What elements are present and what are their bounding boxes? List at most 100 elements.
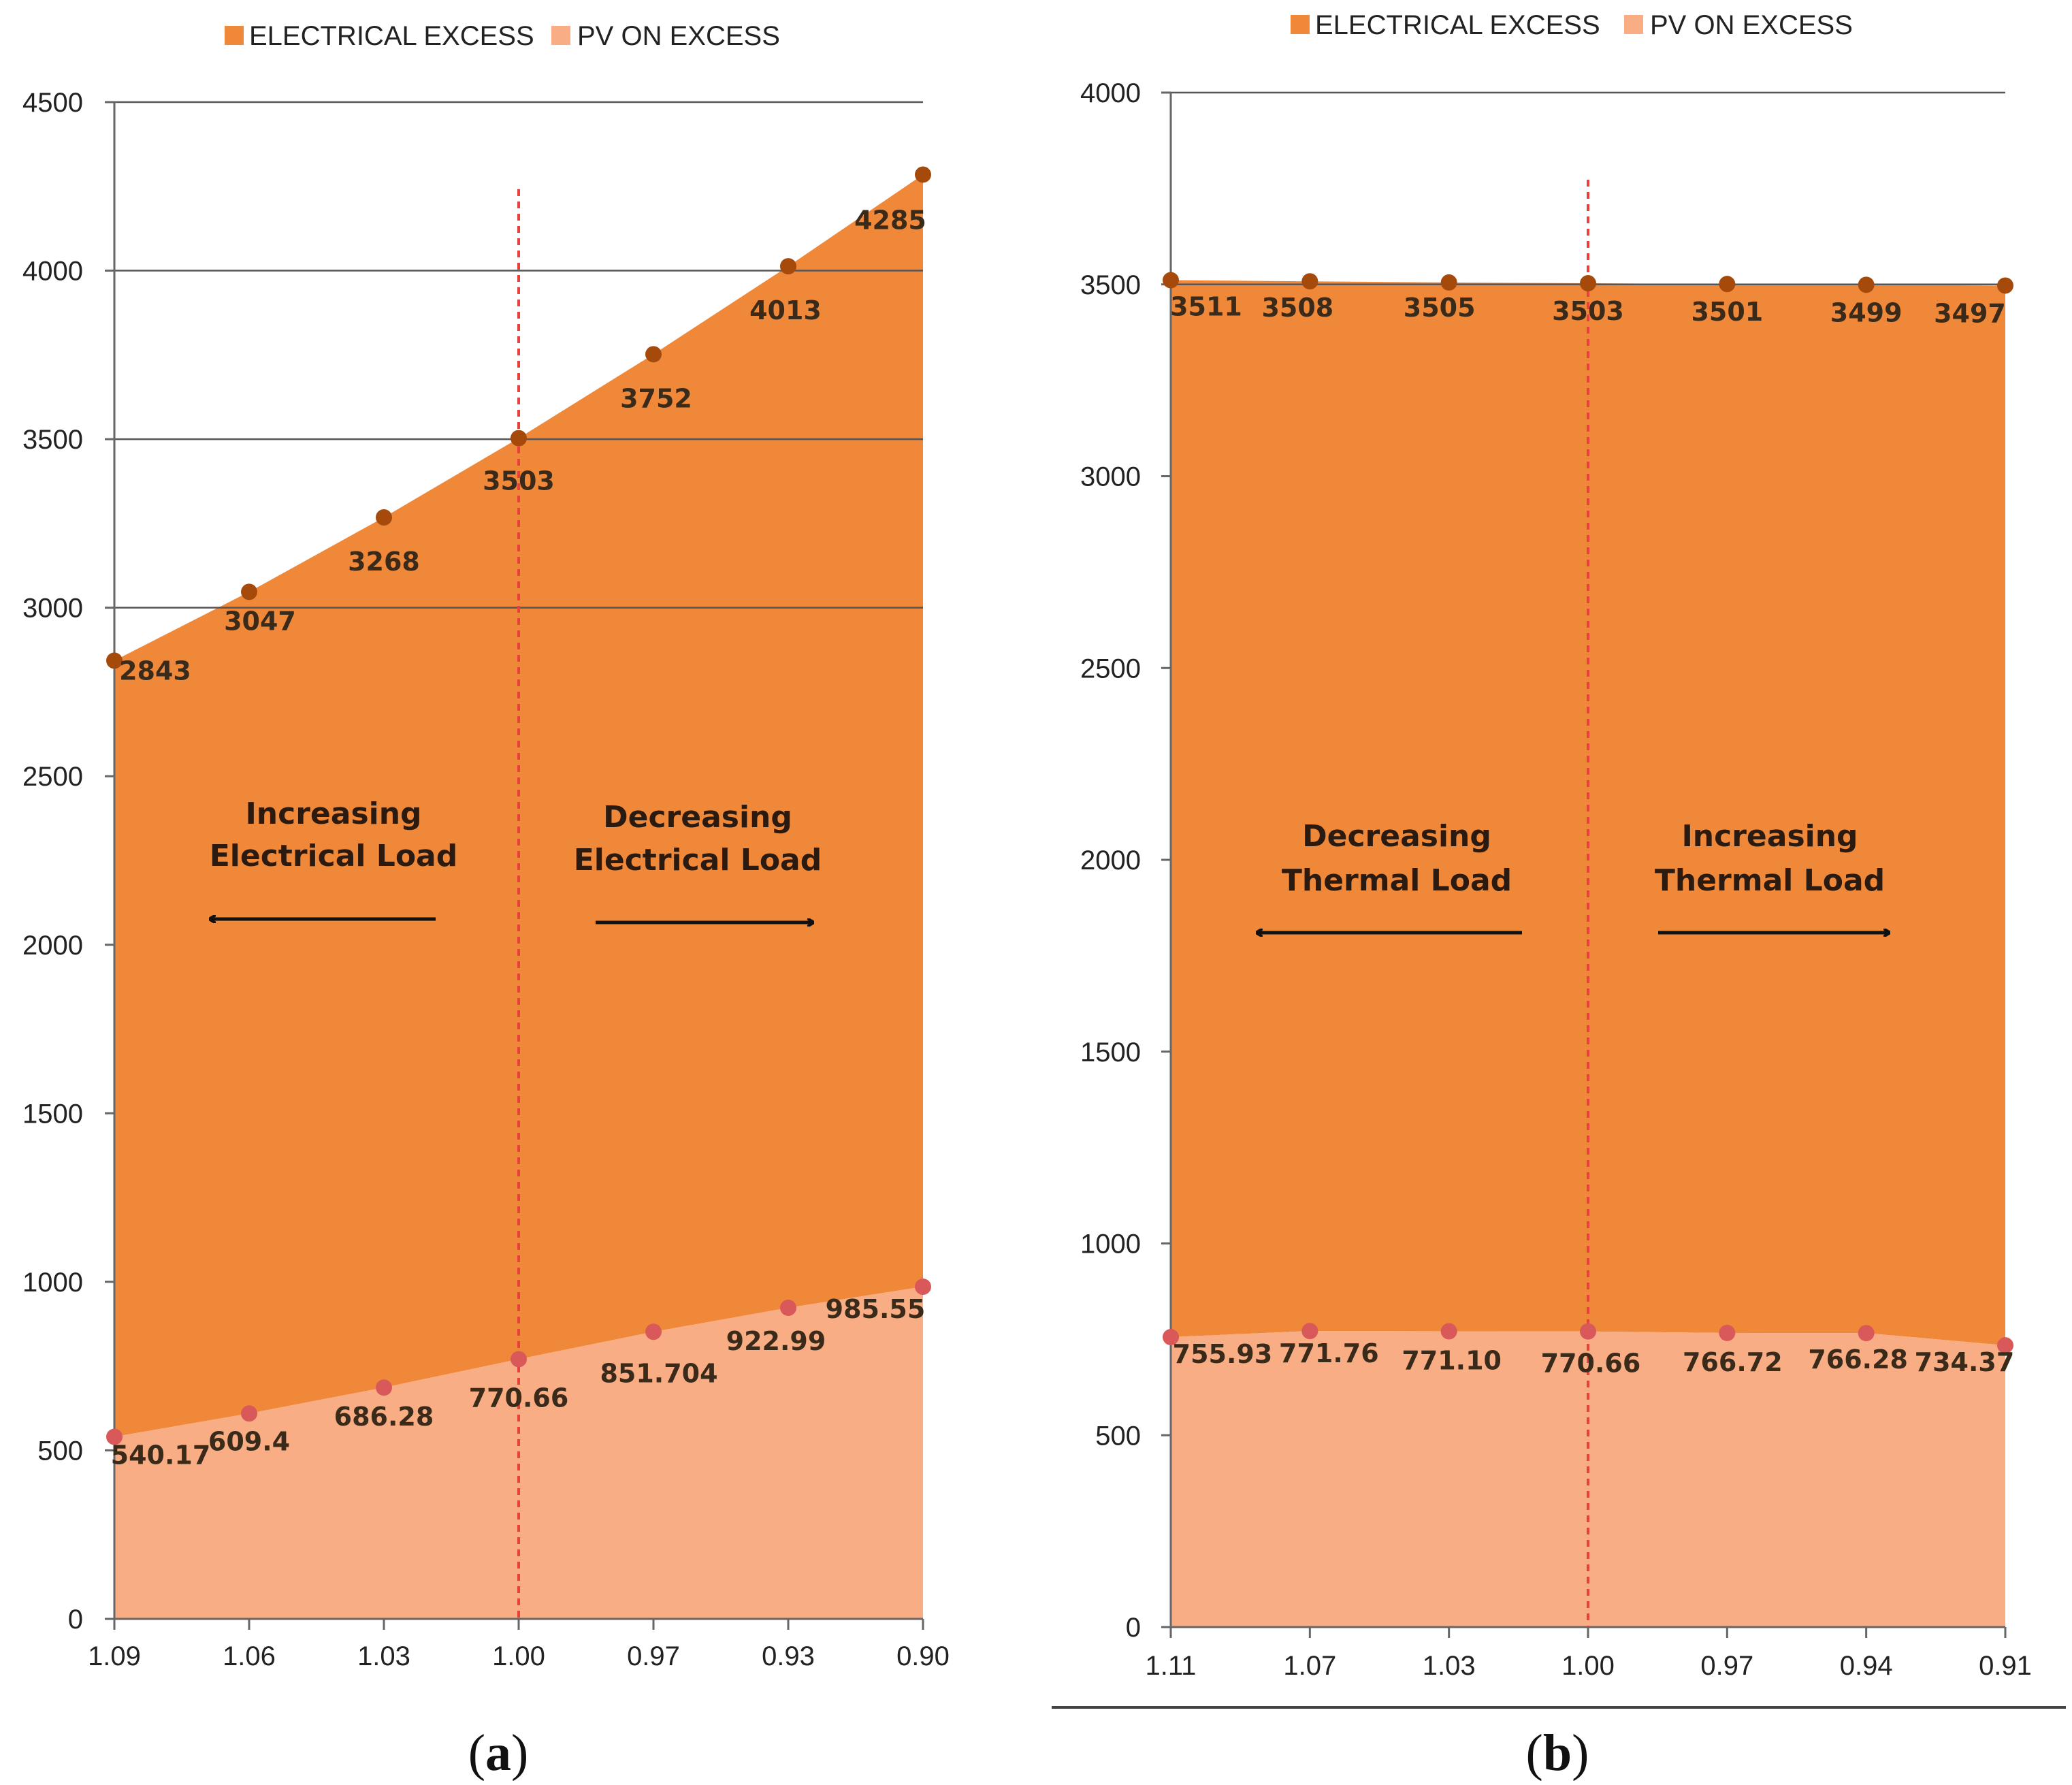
electrical-excess-label: 3752 <box>620 383 692 413</box>
legend-b-pv-label: PV ON EXCESS <box>1650 10 1853 40</box>
pv-on-excess-label: 770.66 <box>469 1383 569 1413</box>
y-tick-label: 3000 <box>1080 462 1141 492</box>
x-tick-label: 1.03 <box>1423 1651 1476 1681</box>
pv-on-excess-label: 540.17 <box>111 1441 211 1470</box>
legend-a: ELECTRICAL EXCESS PV ON EXCESS <box>225 21 780 51</box>
annotation-left-line2: Electrical Load <box>210 839 458 873</box>
y-tick-label: 2000 <box>22 931 83 961</box>
y-tick-label: 4000 <box>1080 78 1141 108</box>
y-tick-label: 1500 <box>22 1099 83 1129</box>
panel-label-a-open: ( <box>468 1724 485 1782</box>
pv-on-excess-label: 771.10 <box>1402 1345 1502 1375</box>
electrical-excess-label: 3503 <box>483 466 555 496</box>
y-tick-label: 4500 <box>22 88 83 118</box>
electrical-excess-label: 3499 <box>1830 298 1903 327</box>
y-tick-label: 0 <box>1126 1613 1141 1643</box>
electrical-excess-label: 3047 <box>224 606 296 636</box>
annotation-left-line2: Thermal Load <box>1282 863 1512 898</box>
pv-on-excess-label: 766.72 <box>1683 1347 1783 1377</box>
legend-a-electrical-swatch <box>225 26 244 45</box>
electrical-excess-point <box>376 509 392 526</box>
electrical-excess-point <box>1440 274 1457 291</box>
pv-on-excess-point <box>1580 1323 1596 1340</box>
electrical-excess-point <box>1858 276 1875 293</box>
x-tick-label: 0.91 <box>1979 1651 2032 1681</box>
y-tick-label: 3500 <box>1080 270 1141 300</box>
pv-on-excess-point <box>511 1351 527 1368</box>
pv-on-excess-point <box>1997 1337 2013 1354</box>
legend-b-pv-swatch <box>1624 15 1643 34</box>
electrical-excess-label: 3501 <box>1691 297 1763 327</box>
pv-on-excess-label: 686.28 <box>334 1402 434 1432</box>
pv-on-excess-point <box>645 1323 662 1340</box>
pv-on-excess-point <box>1163 1329 1179 1346</box>
pv-on-excess-point <box>1858 1325 1875 1342</box>
y-tick-label: 3500 <box>22 425 83 455</box>
pv-on-excess-label: 922.99 <box>726 1326 826 1356</box>
pv-on-excess-point <box>915 1279 931 1296</box>
pv-on-excess-point <box>106 1428 123 1445</box>
electrical-excess-point <box>511 430 527 447</box>
legend-a-pv-swatch <box>551 26 570 45</box>
legend-a-pv-label: PV ON EXCESS <box>577 21 780 51</box>
x-tick-label: 1.03 <box>357 1641 410 1671</box>
annotation-right-line1: Increasing <box>1681 819 1858 854</box>
legend-b-electrical-swatch <box>1291 15 1310 34</box>
y-tick-label: 0 <box>68 1605 83 1635</box>
annotation-right-line2: Thermal Load <box>1655 863 1885 898</box>
panel-label-b-open: ( <box>1526 1724 1543 1782</box>
electrical-excess-point <box>780 258 796 275</box>
pv-on-excess-label: 609.4 <box>208 1426 290 1456</box>
pv-on-excess-point <box>780 1300 796 1317</box>
x-tick-label: 1.09 <box>88 1641 141 1671</box>
electrical-excess-label: 2843 <box>119 656 191 686</box>
x-tick-label: 1.07 <box>1283 1651 1336 1681</box>
pv-on-excess-point <box>241 1405 257 1422</box>
x-tick-label: 1.11 <box>1146 1651 1197 1681</box>
pv-on-excess-point <box>1301 1323 1318 1340</box>
y-tick-label: 500 <box>37 1436 83 1466</box>
y-tick-label: 3000 <box>22 594 83 624</box>
y-tick-label: 2500 <box>22 762 83 792</box>
chart-b: 0 500 1000 1500 2000 2500 3000 3500 4000 1.11 1.07… <box>1080 78 2032 1681</box>
pv-on-excess-point <box>1440 1323 1457 1340</box>
electrical-excess-point <box>1580 275 1596 292</box>
x-tick-label: 1.06 <box>223 1641 276 1671</box>
x-tick-label: 1.00 <box>1561 1651 1615 1681</box>
electrical-excess-point <box>1163 272 1179 289</box>
pv-on-excess-point <box>1719 1324 1736 1341</box>
y-tick-label: 2500 <box>1080 654 1141 684</box>
pv-on-excess-label: 766.28 <box>1808 1345 1908 1374</box>
electrical-excess-label: 3508 <box>1261 293 1333 323</box>
x-tick-label: 0.90 <box>896 1641 950 1671</box>
x-tick-label: 0.93 <box>762 1641 815 1671</box>
electrical-excess-point <box>645 346 662 363</box>
pv-on-excess-label: 734.37 <box>1915 1347 2015 1377</box>
electrical-excess-label: 4013 <box>749 295 822 325</box>
y-tick-label: 500 <box>1095 1421 1141 1451</box>
pv-on-excess-label: 755.93 <box>1173 1339 1273 1369</box>
electrical-excess-label: 3503 <box>1552 296 1624 326</box>
annotation-left-line1: Increasing <box>245 797 421 831</box>
pv-on-excess-label: 770.66 <box>1541 1349 1641 1379</box>
y-tick-label: 1000 <box>1080 1229 1141 1259</box>
pv-on-excess-point <box>376 1379 392 1396</box>
electrical-excess-point <box>915 166 931 183</box>
panel-label-b-letter: b <box>1543 1724 1572 1782</box>
electrical-excess-label: 3268 <box>348 547 420 577</box>
pv-on-excess-label: 851.704 <box>600 1358 717 1388</box>
legend-b-electrical-label: ELECTRICAL EXCESS <box>1315 10 1600 40</box>
legend-b: ELECTRICAL EXCESS PV ON EXCESS <box>1291 10 1853 40</box>
electrical-excess-label: 3505 <box>1404 293 1476 323</box>
electrical-excess-point <box>1301 273 1318 290</box>
x-tick-label: 0.97 <box>627 1641 680 1671</box>
chart-a: 0 500 1000 1500 2000 2500 3000 3500 4000 4500 1.09… <box>22 88 950 1671</box>
electrical-excess-point <box>1719 276 1736 293</box>
y-tick-label: 4000 <box>22 257 83 287</box>
electrical-excess-point <box>106 652 123 669</box>
panel-label-a: (a) <box>468 1724 529 1782</box>
x-tick-label: 1.00 <box>492 1641 545 1671</box>
electrical-excess-label: 3511 <box>1170 292 1242 322</box>
annotation-right-line1: Decreasing <box>603 800 792 835</box>
